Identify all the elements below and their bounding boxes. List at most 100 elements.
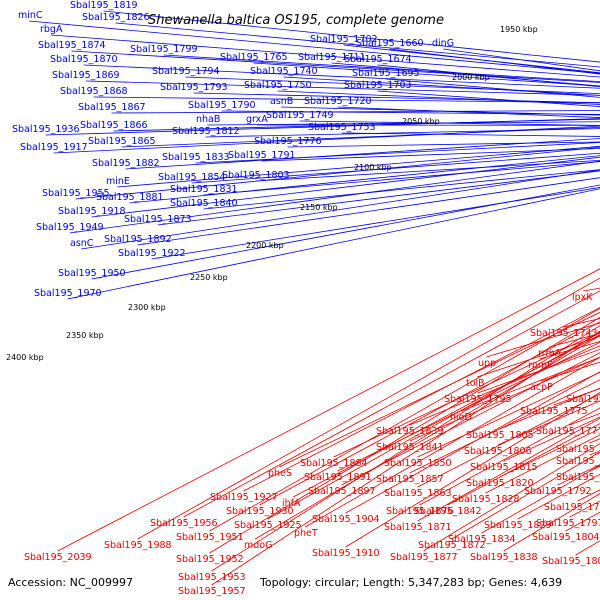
reverse-leader-line xyxy=(183,290,600,518)
forward-gene-label: Sbal195_1812 xyxy=(172,126,240,137)
kbp-marker: 1950 kbp xyxy=(500,25,538,34)
reverse-leader-line xyxy=(345,391,600,548)
forward-leader-line xyxy=(341,132,600,137)
forward-gene-label: Sbal195_1949 xyxy=(36,222,104,233)
forward-leader-line xyxy=(377,90,600,107)
kbp-marker: 2150 kbp xyxy=(300,203,338,212)
forward-leader-line xyxy=(91,156,600,218)
reverse-gene-label: Sbal195_1904 xyxy=(312,514,380,525)
forward-leader-line xyxy=(193,92,600,104)
reverse-gene-label: Sbal195_1872 xyxy=(418,540,486,551)
reverse-gene-label: Sbal195_1788 xyxy=(556,472,600,483)
forward-gene-label: Sbal195_1882 xyxy=(92,158,160,169)
reverse-gene-label: rrmA xyxy=(538,348,562,359)
reverse-gene-label: Sbal195_1795 xyxy=(444,394,512,405)
reverse-leader-line xyxy=(409,379,600,474)
map-title: Shewanella baltica OS195, complete genom… xyxy=(148,13,444,28)
reverse-gene-label: Sbal195_1839 xyxy=(376,426,444,437)
reverse-leader-line xyxy=(477,335,600,378)
reverse-gene-label: Sbal195_1779 xyxy=(556,444,600,455)
forward-leader-line xyxy=(29,20,600,74)
reverse-leader-line xyxy=(423,443,600,552)
forward-leader-line xyxy=(203,169,600,210)
forward-gene-label: Sbal195_1740 xyxy=(250,66,318,77)
reverse-gene-label: Sbal195_1805 xyxy=(466,430,534,441)
forward-leader-line xyxy=(283,76,600,96)
forward-leader-line xyxy=(255,159,600,182)
forward-leader-line xyxy=(129,155,600,204)
forward-gene-label: Sbal195_1865 xyxy=(88,136,156,147)
forward-gene-label: Sbal195_1831 xyxy=(170,184,238,195)
reverse-gene-label: Sbal195_2039 xyxy=(24,552,92,563)
forward-gene-label: Sbal195_1892 xyxy=(104,234,172,245)
forward-leader-line xyxy=(185,76,600,95)
forward-gene-label: Sbal195_1791 xyxy=(228,150,296,161)
forward-leader-line xyxy=(117,145,600,188)
reverse-gene-label: pheS xyxy=(268,468,292,479)
forward-leader-line xyxy=(91,184,600,280)
forward-gene-label: grxA xyxy=(246,114,268,125)
forward-leader-line xyxy=(195,142,600,164)
reverse-gene-label: Sbal195_1871 xyxy=(384,522,452,533)
forward-leader-line xyxy=(261,148,600,162)
forward-gene-label: Sbal195_1950 xyxy=(58,268,126,279)
forward-leader-line xyxy=(111,110,600,114)
kbp-marker: 2200 kbp xyxy=(246,241,284,250)
forward-gene-label: Sbal195_1918 xyxy=(58,206,126,217)
forward-gene-label: Sbal195_1854 xyxy=(158,172,226,183)
forward-leader-line xyxy=(75,146,600,200)
forward-gene-label: minE xyxy=(106,176,130,187)
reverse-gene-label: Sbal195_1957 xyxy=(178,586,246,597)
reverse-gene-label: Sbal195_1910 xyxy=(312,548,380,559)
forward-leader-line xyxy=(69,160,600,234)
reverse-gene-label: Sbal195_1766 xyxy=(566,394,600,405)
reverse-leader-line xyxy=(417,393,600,488)
forward-gene-label: minC xyxy=(18,10,43,21)
forward-gene-label: Sbal195_1803 xyxy=(222,170,290,181)
reverse-gene-label: Sbal195_1897 xyxy=(308,486,376,497)
reverse-gene-label: Sbal195_1842 xyxy=(414,506,482,517)
reverse-leader-line xyxy=(409,356,600,442)
forward-gene-label: Sbal195_1922 xyxy=(118,248,186,259)
reverse-gene-label: Sbal195_1857 xyxy=(376,474,444,485)
reverse-gene-label: Sbal195_1804 xyxy=(532,532,600,543)
reverse-gene-label: Sbal195_1797 xyxy=(536,518,600,529)
kbp-marker: 2000 kbp xyxy=(452,73,490,82)
kbp-marker: 2250 kbp xyxy=(190,273,228,282)
forward-gene-label: Sbal195_1868 xyxy=(60,86,128,97)
reverse-gene-label: Sbal195_1988 xyxy=(104,540,172,551)
reverse-gene-label: Sbal195_1863 xyxy=(384,488,452,499)
reverse-gene-label: Sbal195_1775 xyxy=(520,406,588,417)
forward-gene-label: Sbal195_1749 xyxy=(266,110,334,121)
forward-gene-label: Sbal195_1720 xyxy=(304,96,372,107)
kbp-marker: 2100 kbp xyxy=(354,163,392,172)
forward-gene-label: Sbal195_1869 xyxy=(52,70,120,81)
kbp-marker: 2300 kbp xyxy=(128,303,166,312)
reverse-leader-line xyxy=(417,417,600,522)
forward-leader-line xyxy=(337,106,600,118)
forward-gene-label: Sbal195_1711 xyxy=(298,52,366,63)
forward-gene-label: Sbal195_1936 xyxy=(12,124,80,135)
reverse-gene-label: Sbal195_1807 xyxy=(542,556,600,567)
reverse-leader-line xyxy=(485,434,600,494)
forward-gene-label: Sbal195_1793 xyxy=(160,82,228,93)
forward-gene-label: Sbal195_1703 xyxy=(344,80,412,91)
forward-leader-line xyxy=(203,161,600,196)
forward-gene-label: dinG xyxy=(432,38,454,49)
forward-gene-label: Sbal195_1750 xyxy=(244,80,312,91)
reverse-gene-label: Sbal195_1925 xyxy=(234,520,302,531)
forward-leader-line xyxy=(113,118,600,132)
reverse-gene-label: Sbal195_1952 xyxy=(176,554,244,565)
forward-gene-label: Sbal195_1881 xyxy=(96,192,164,203)
forward-gene-label: Sbal195_1674 xyxy=(344,54,412,65)
forward-gene-label: Sbal195_1970 xyxy=(34,288,102,299)
forward-gene-label: Sbal195_1870 xyxy=(50,54,118,65)
label-leader-lines xyxy=(29,10,600,586)
reverse-gene-label: Sbal195_1891 xyxy=(304,472,372,483)
forward-leader-line xyxy=(377,64,600,88)
forward-gene-label: Sbal195_1702 xyxy=(310,34,378,45)
reverse-gene-label: Sbal195_1850 xyxy=(384,458,452,469)
forward-leader-line xyxy=(257,124,600,126)
reverse-gene-label: Sbal195_1876 xyxy=(386,506,454,517)
